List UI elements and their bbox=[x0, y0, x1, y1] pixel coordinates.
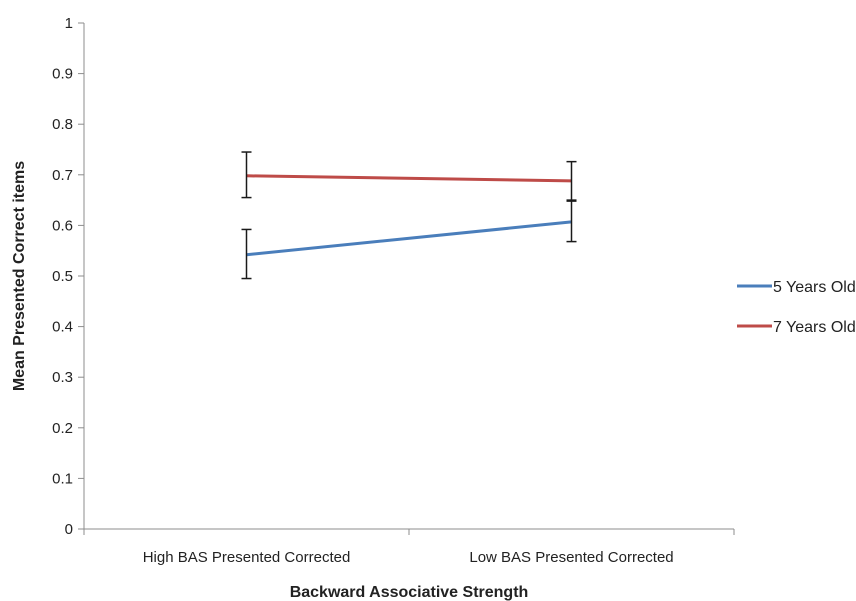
y-tick-label: 0.2 bbox=[52, 420, 73, 437]
legend: 5 Years Old 7 Years Old bbox=[737, 279, 856, 336]
y-tick-label: 0.1 bbox=[52, 470, 73, 487]
y-tick-label: 0 bbox=[65, 521, 73, 538]
y-tick-label: 0.3 bbox=[52, 369, 73, 386]
legend-label: 5 Years Old bbox=[773, 279, 856, 296]
y-tick-label: 0.9 bbox=[52, 66, 73, 83]
error-bar bbox=[566, 200, 577, 243]
x-tick-label: High BAS Presented Corrected bbox=[143, 549, 351, 566]
y-axis: 0 0.1 0.2 0.3 0.4 0.5 0.6 0.7 0.8 0.9 1 bbox=[52, 15, 85, 538]
legend-label: 7 Years Old bbox=[773, 319, 856, 336]
series-layer bbox=[241, 151, 577, 280]
x-tick-label: Low BAS Presented Corrected bbox=[469, 549, 673, 566]
x-axis-title: Backward Associative Strength bbox=[290, 584, 529, 601]
legend-entry: 7 Years Old bbox=[737, 319, 856, 336]
series-line-2 bbox=[246, 174, 572, 183]
y-tick-label: 0.8 bbox=[52, 116, 73, 133]
error-bar bbox=[241, 228, 252, 280]
y-tick-label: 0.4 bbox=[52, 319, 73, 336]
series-line-1 bbox=[246, 220, 572, 257]
y-tick-label: 0.7 bbox=[52, 167, 73, 184]
y-tick-label: 1 bbox=[65, 15, 73, 32]
y-tick-label: 0.6 bbox=[52, 217, 73, 234]
y-tick-label: 0.5 bbox=[52, 268, 73, 285]
error-bar bbox=[241, 151, 252, 199]
x-axis: High BAS Presented Corrected Low BAS Pres… bbox=[83, 528, 735, 566]
legend-entry: 5 Years Old bbox=[737, 279, 856, 296]
error-bar bbox=[566, 160, 577, 201]
y-axis-title: Mean Presented Correct items bbox=[11, 161, 28, 391]
